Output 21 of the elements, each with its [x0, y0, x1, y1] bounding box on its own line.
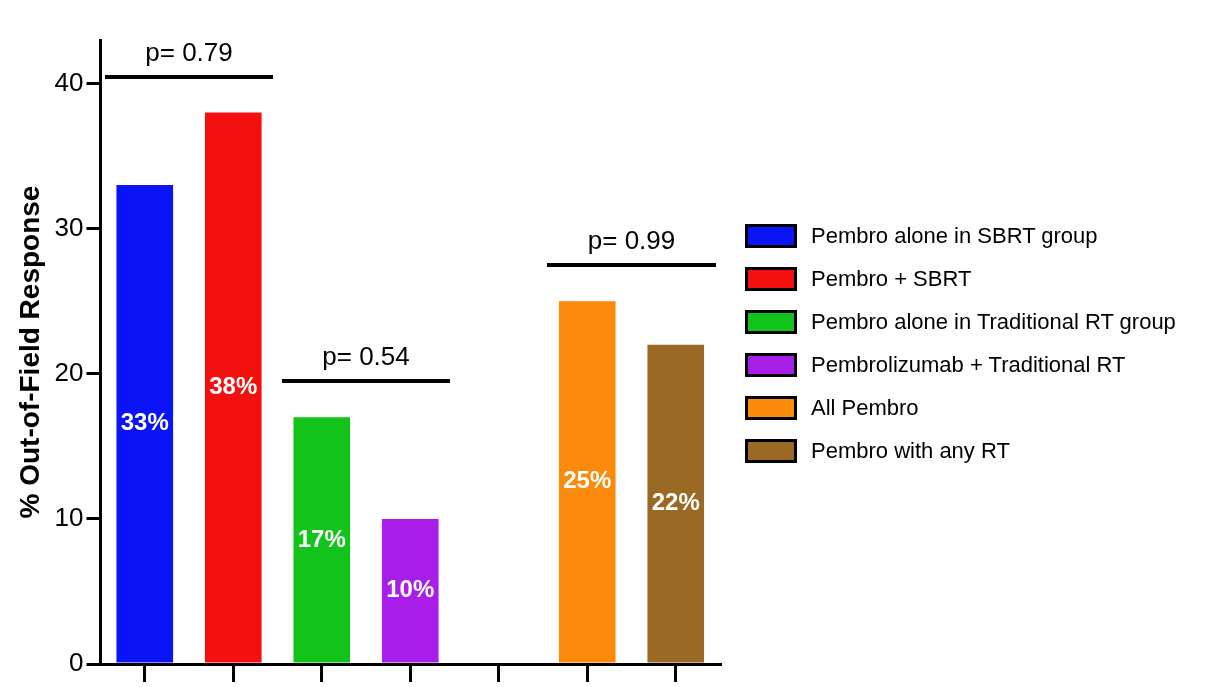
annotation: p= 0.99 [587, 225, 676, 257]
data-label: 25% [563, 466, 612, 494]
y-tick-label: 30 [54, 211, 84, 242]
y-tick-label: 40 [54, 66, 84, 97]
annotation: p= 0.54 [322, 341, 410, 373]
legend-label: All Pembro [811, 395, 919, 421]
legend-label: Pembro alone in Traditional RT group [811, 309, 1176, 335]
data-label: 10% [386, 575, 435, 603]
y-axis-title: % Out-of-Field Response [13, 185, 45, 519]
y-tick-label: 0 [69, 647, 84, 678]
data-label: 17% [297, 524, 346, 552]
legend-label: Pembro alone in SBRT group [811, 223, 1098, 249]
y-tick-label: 10 [54, 502, 84, 533]
data-label: 22% [651, 488, 700, 516]
data-label: 38% [209, 372, 258, 400]
data-label: 33% [120, 408, 169, 436]
legend-label: Pembro with any RT [811, 438, 1010, 464]
annotation: p= 0.79 [145, 36, 233, 68]
legend-label: Pembro + SBRT [811, 266, 972, 292]
y-tick-label: 20 [54, 356, 84, 387]
legend-label: Pembrolizumab + Traditional RT [811, 352, 1126, 378]
